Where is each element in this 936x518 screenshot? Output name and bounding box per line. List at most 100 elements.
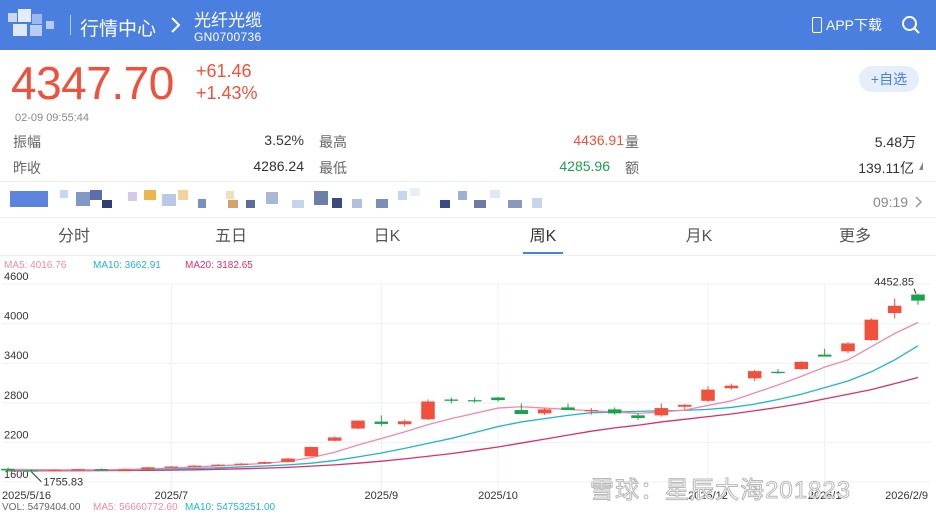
- stat-label: 最高: [319, 134, 347, 150]
- tab-intraday[interactable]: 分时: [57, 228, 90, 245]
- vol-legend: VOL: 5479404.00: [2, 502, 81, 513]
- candle-body: [281, 458, 295, 463]
- stat-value: 4286.24: [253, 158, 304, 174]
- candle-body: [444, 399, 459, 401]
- header-divider: [70, 15, 71, 35]
- candlestick-plot: 4600 4000 3400 2800 2200 1600 2025/5/16 2025/7 2…: [1, 271, 930, 505]
- stat-value: 4285.96: [559, 158, 610, 174]
- tab-monthly-k[interactable]: 月K: [685, 228, 713, 245]
- stat-value: 4436.91: [573, 132, 624, 148]
- top-bar: 行情中心 光纤光缆 GN0700736 APP下载: [0, 0, 936, 50]
- candle-body: [467, 400, 482, 402]
- stat-label: 量: [625, 134, 639, 150]
- y-tick-label: 2800: [4, 390, 28, 402]
- candle-body: [677, 404, 692, 407]
- candle-body: [514, 410, 529, 415]
- x-tick-label: 2025/12: [688, 490, 728, 502]
- tab-five-day[interactable]: 五日: [214, 228, 247, 245]
- chevron-right-icon[interactable]: [914, 195, 924, 209]
- stat-value: 5.48万: [874, 134, 916, 150]
- candle-body: [327, 437, 342, 441]
- tab-daily-k[interactable]: 日K: [373, 228, 401, 245]
- candle-body: [374, 421, 389, 424]
- ma5-legend: MA5: 4016.76: [4, 260, 67, 271]
- min-price-marker: [30, 471, 42, 483]
- y-tick-label: 3400: [4, 350, 28, 362]
- max-price-label: 4452.85: [874, 277, 914, 289]
- ma5-line: [7, 321, 919, 471]
- change-percent: +1.43%: [196, 83, 258, 103]
- app-download-link[interactable]: APP下载: [812, 15, 882, 35]
- divider: [0, 181, 936, 182]
- min-price-label: 1755.83: [43, 477, 83, 489]
- stat-label: 额: [625, 160, 639, 176]
- y-tick-label: 4000: [4, 311, 28, 323]
- stats-panel: 振幅 3.52% 最高 4436.91 量 5.48万 昨收 4286.24 最…: [0, 128, 936, 180]
- news-ticker-mosaic[interactable]: [10, 188, 550, 210]
- weekly-k-chart[interactable]: MA5: 4016.76 MA10: 3662.91 MA20: 3182.65…: [0, 256, 936, 518]
- tab-more[interactable]: 更多: [838, 228, 871, 245]
- candle-body: [234, 463, 249, 465]
- quote-timestamp: 02-09 09:55:44: [15, 112, 90, 124]
- candle-body: [701, 389, 715, 401]
- candle-body: [187, 465, 202, 467]
- stock-name: 光纤光缆: [194, 11, 262, 30]
- add-watchlist-button[interactable]: +自选: [859, 66, 919, 92]
- candle-body: [117, 469, 132, 471]
- candle-body: [817, 354, 832, 357]
- candle-body: [771, 371, 785, 374]
- x-tick-label: 2026/1: [808, 490, 842, 502]
- candle-body: [94, 469, 109, 471]
- site-logo[interactable]: [8, 9, 60, 39]
- watermark-text: 雪球：星辰大海201823: [590, 477, 851, 502]
- ma20-legend: MA20: 3182.65: [185, 260, 253, 271]
- app-download-label: APP下载: [826, 17, 883, 33]
- tab-weekly-k[interactable]: 周K: [498, 222, 588, 254]
- candle-body: [141, 467, 155, 470]
- stock-code: GN0700736: [194, 30, 262, 44]
- candle-body: [1, 468, 15, 471]
- stat-label: 振幅: [13, 134, 41, 150]
- ma10-line: [8, 345, 919, 471]
- x-tick-label: 2025/9: [365, 490, 399, 502]
- candle-body: [794, 361, 809, 370]
- nav-title[interactable]: 行情中心: [80, 19, 157, 40]
- candle-body: [491, 397, 505, 401]
- candle-body: [654, 408, 669, 416]
- candle-body: [911, 294, 925, 301]
- candle-body: [724, 385, 739, 389]
- candle-body: [257, 462, 272, 464]
- ma20-line: [8, 376, 919, 472]
- candle-body: [211, 464, 225, 466]
- candle-body: [397, 421, 412, 425]
- divider: [0, 217, 936, 218]
- x-tick-label: 2026/2/9: [885, 490, 928, 502]
- ma10-legend: MA10: 3662.91: [93, 260, 161, 271]
- news-time: 09:19: [873, 194, 909, 210]
- stat-value: 3.52%: [264, 132, 304, 148]
- vol-ma5-legend: MA5: 56660772.60: [93, 502, 178, 513]
- candle-body: [561, 407, 575, 411]
- candle-body: [607, 409, 622, 414]
- stat-label: 最低: [319, 160, 347, 176]
- candle-body: [421, 401, 435, 420]
- candle-body: [164, 466, 179, 468]
- candle-body: [537, 409, 552, 414]
- candle-body: [747, 371, 762, 379]
- candle-body: [304, 447, 319, 457]
- expand-caret-icon[interactable]: [919, 162, 923, 170]
- y-tick-label: 2200: [4, 429, 28, 441]
- candle-body: [47, 469, 62, 472]
- x-tick-label: 2025/5/16: [2, 490, 51, 502]
- max-price-marker: [913, 288, 917, 294]
- candle-body: [864, 319, 879, 341]
- candle-body: [887, 305, 902, 314]
- candle-body: [584, 410, 599, 412]
- candle-body: [351, 420, 365, 429]
- candle-body: [631, 415, 645, 418]
- last-price: 4347.70: [11, 57, 174, 109]
- y-tick-label: 1600: [4, 469, 28, 481]
- x-tick-label: 2025/10: [478, 490, 518, 502]
- search-icon[interactable]: [901, 15, 921, 35]
- phone-icon: [812, 17, 822, 33]
